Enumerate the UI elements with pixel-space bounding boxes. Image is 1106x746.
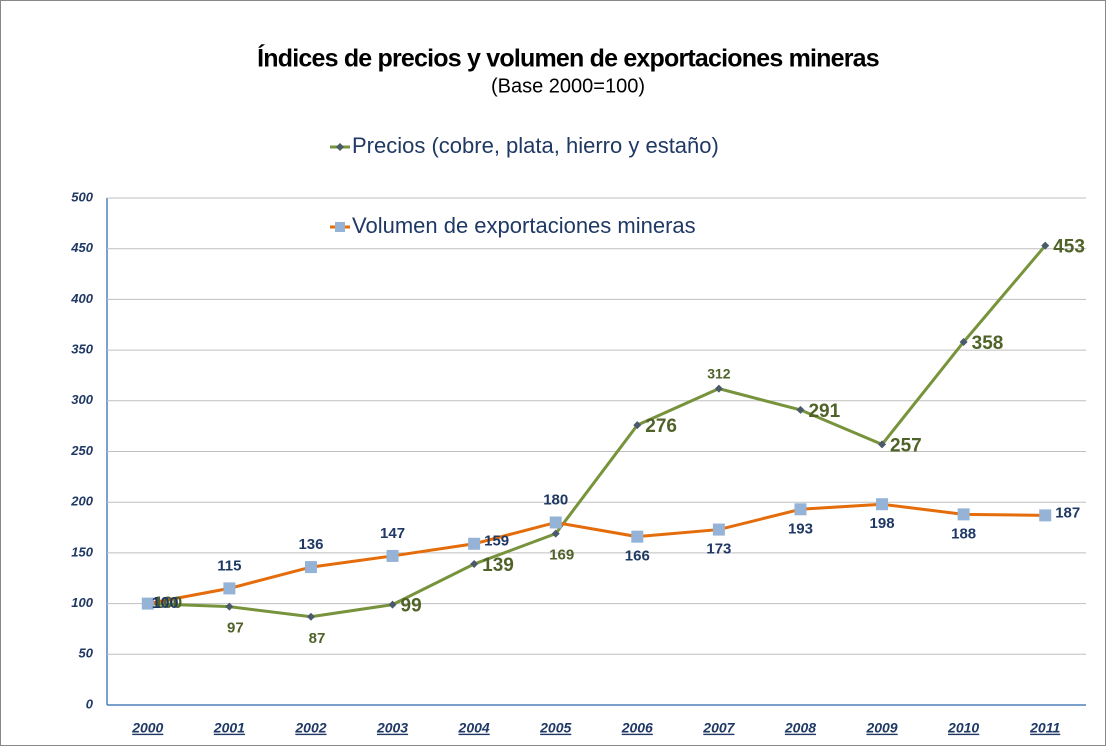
y-tick-label: 400 <box>70 291 93 306</box>
x-tick-label: 2011 <box>1029 720 1060 736</box>
y-tick-label: 0 <box>86 696 94 711</box>
y-tick-label: 50 <box>79 646 94 661</box>
data-point <box>468 538 480 550</box>
x-tick-label: 2005 <box>539 720 571 736</box>
data-point <box>876 498 888 510</box>
data-label: 159 <box>484 533 509 550</box>
data-label: 169 <box>549 547 574 564</box>
x-tick-label: 2002 <box>294 720 326 736</box>
data-label: 147 <box>380 525 405 542</box>
chart-subtitle: (Base 2000=100) <box>491 75 645 97</box>
data-label: 166 <box>625 548 650 565</box>
chart-title: Índices de precios y volumen de exportac… <box>257 44 879 73</box>
x-tick-label: 2007 <box>702 720 735 736</box>
data-point <box>223 582 235 594</box>
data-point <box>713 524 725 536</box>
y-tick-label: 300 <box>71 392 93 407</box>
data-label: 188 <box>951 525 976 542</box>
data-label: 193 <box>788 520 813 537</box>
y-tick-label: 500 <box>71 189 93 204</box>
data-point <box>305 561 317 573</box>
data-label: 173 <box>706 541 731 558</box>
y-tick-label: 450 <box>70 240 93 255</box>
y-tick-label: 200 <box>70 494 93 509</box>
data-label: 100 <box>152 595 179 612</box>
legend-marker <box>335 222 345 232</box>
x-tick-label: 2009 <box>865 720 897 736</box>
data-label: 187 <box>1055 504 1080 521</box>
y-tick-label: 150 <box>71 544 93 559</box>
x-tick-label: 2000 <box>131 720 163 736</box>
data-label: 291 <box>808 401 840 422</box>
data-label: 99 <box>401 596 422 617</box>
x-tick-label: 2003 <box>376 720 408 736</box>
data-label: 180 <box>543 491 568 508</box>
y-tick-label: 350 <box>71 342 93 357</box>
data-point <box>387 550 399 562</box>
data-label: 312 <box>707 365 731 381</box>
data-label: 136 <box>298 536 323 553</box>
x-tick-label: 2006 <box>621 720 653 736</box>
data-label: 453 <box>1053 237 1085 258</box>
data-label: 139 <box>482 555 514 576</box>
data-label: 358 <box>972 333 1004 354</box>
data-point <box>631 531 643 543</box>
data-point <box>794 503 806 515</box>
data-label: 198 <box>870 515 895 532</box>
y-tick-label: 100 <box>71 595 93 610</box>
data-label: 87 <box>309 630 326 647</box>
x-tick-label: 2001 <box>213 720 245 736</box>
data-label: 276 <box>645 416 677 437</box>
x-tick-label: 2008 <box>784 720 816 736</box>
legend-label: Volumen de exportaciones mineras <box>352 213 696 238</box>
data-point <box>958 508 970 520</box>
data-point <box>1039 509 1051 521</box>
data-label: 115 <box>217 557 241 574</box>
chart: Índices de precios y volumen de exportac… <box>0 0 1106 746</box>
data-label: 97 <box>227 620 244 637</box>
x-tick-label: 2010 <box>947 720 979 736</box>
data-label: 257 <box>890 435 922 456</box>
legend-label: Precios (cobre, plata, hierro y estaño) <box>352 133 719 158</box>
x-tick-label: 2004 <box>458 720 490 736</box>
y-tick-label: 250 <box>70 443 93 458</box>
data-point <box>550 516 562 528</box>
